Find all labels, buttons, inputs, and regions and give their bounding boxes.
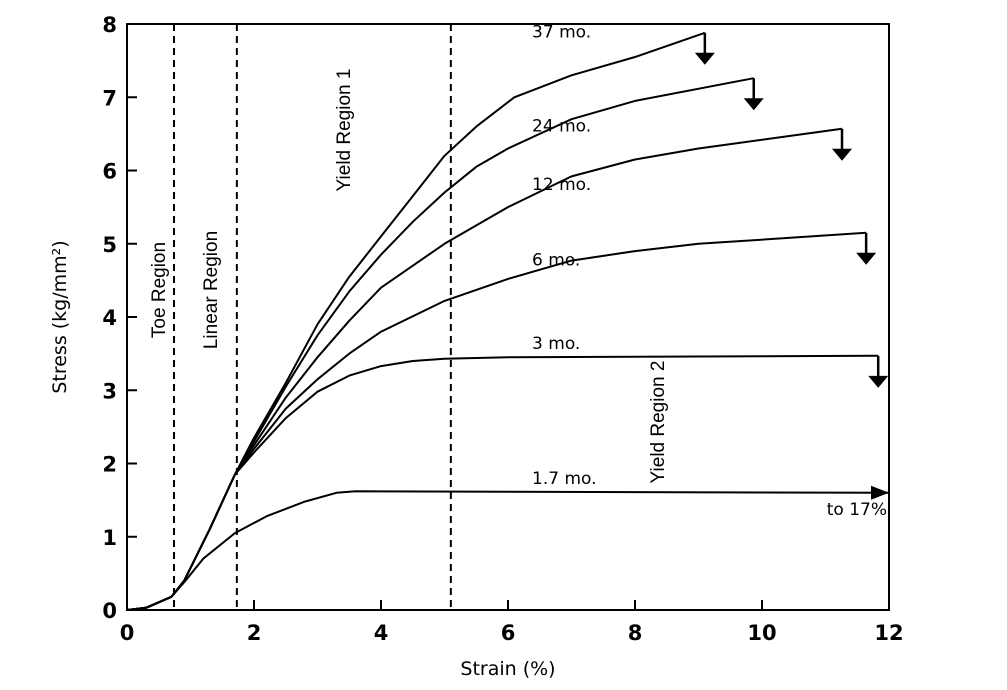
failure-arrow-head	[743, 98, 764, 111]
series-line	[126, 231, 867, 611]
x-tick-label: 0	[120, 621, 135, 645]
x-tick-label: 4	[374, 621, 389, 645]
failure-arrow-head	[856, 252, 877, 265]
y-tick-label: 4	[102, 306, 117, 330]
y-axis-label: Stress (kg/mm²)	[49, 240, 71, 393]
series-label: 1.7 mo.	[532, 469, 597, 489]
region-label-yield-2: Yield Region 2	[648, 361, 669, 484]
x-tick-label: 6	[501, 621, 516, 645]
y-tick-label: 1	[102, 526, 117, 550]
x-tick-label: 10	[747, 621, 776, 645]
series-label: 3 mo.	[532, 334, 580, 354]
region-label-linear: Linear Region	[201, 231, 222, 349]
series-label: 6 mo.	[532, 250, 580, 270]
series-group: 37 mo. 24 mo. 12 mo. 6 mo. 3 mo. 1.7 mo.	[126, 22, 890, 611]
x-tick-label: 12	[874, 621, 903, 645]
failure-arrow-head	[832, 148, 853, 161]
y-tick-label: 0	[102, 599, 117, 623]
continuation-arrow-head	[871, 485, 889, 500]
annotation-to-17: to 17%	[827, 500, 887, 520]
region-label-yield-1: Yield Region 1	[334, 69, 355, 192]
y-tick-label: 6	[102, 160, 117, 184]
series-line	[126, 127, 843, 611]
x-axis-label: Strain (%)	[460, 658, 555, 680]
plot-frame	[126, 23, 890, 611]
y-tick-label: 2	[102, 453, 117, 477]
series-label: 12 mo.	[532, 175, 591, 195]
x-tick-label: 2	[247, 621, 262, 645]
y-tick-label: 5	[102, 233, 117, 257]
failure-arrow-head	[868, 375, 889, 388]
series-label: 37 mo.	[532, 22, 591, 42]
series-label: 24 mo.	[532, 117, 591, 137]
x-tick-label: 8	[628, 621, 643, 645]
y-tick-label: 7	[102, 86, 117, 110]
series-line	[126, 354, 879, 611]
region-boundaries	[172, 24, 452, 610]
series-line	[126, 490, 890, 611]
y-tick-label: 3	[102, 379, 117, 403]
y-tick-label: 8	[102, 13, 117, 37]
region-label-toe: Toe Region	[149, 242, 170, 338]
failure-arrow-head	[694, 52, 715, 65]
